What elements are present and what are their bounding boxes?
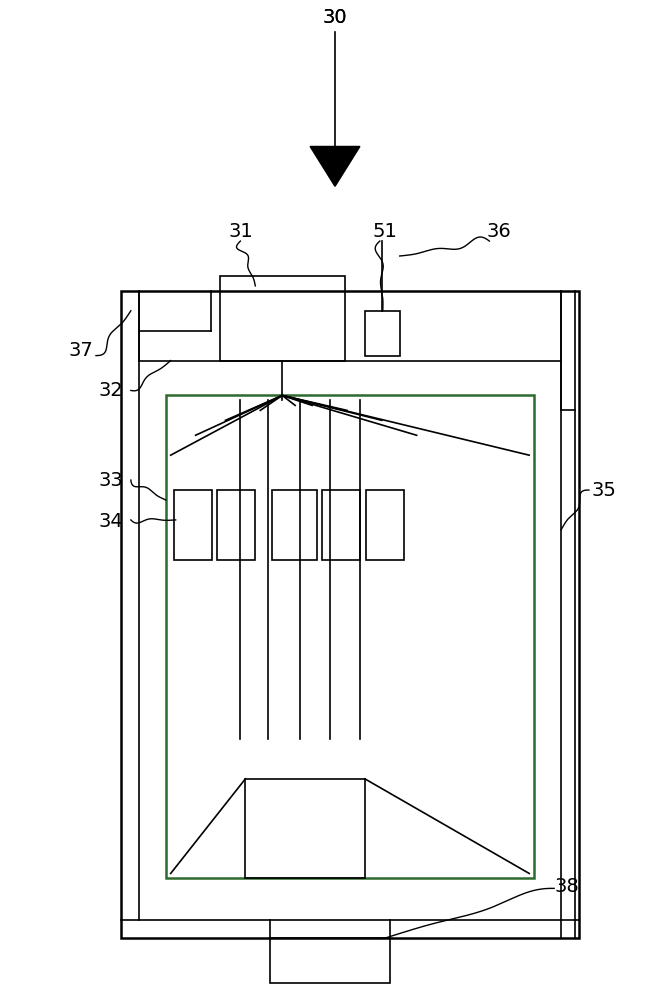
Bar — [221, 276, 345, 361]
Text: 38: 38 — [555, 877, 580, 896]
Text: 31: 31 — [228, 222, 253, 241]
Bar — [174, 490, 211, 560]
Bar — [272, 490, 317, 560]
Text: 36: 36 — [487, 222, 512, 241]
Text: 30: 30 — [323, 8, 348, 27]
Bar — [365, 311, 400, 356]
Bar — [322, 490, 360, 560]
Bar — [217, 490, 256, 560]
Bar — [121, 291, 579, 938]
Text: 34: 34 — [99, 512, 123, 531]
Text: 32: 32 — [99, 381, 123, 400]
Text: 35: 35 — [591, 481, 617, 500]
Bar — [246, 779, 365, 878]
Text: 30: 30 — [323, 8, 348, 27]
Bar — [366, 490, 404, 560]
Polygon shape — [310, 146, 360, 186]
Text: 33: 33 — [99, 471, 123, 490]
Text: 51: 51 — [372, 222, 397, 241]
Bar — [270, 938, 390, 983]
Text: 37: 37 — [68, 341, 93, 360]
Bar — [166, 395, 534, 878]
